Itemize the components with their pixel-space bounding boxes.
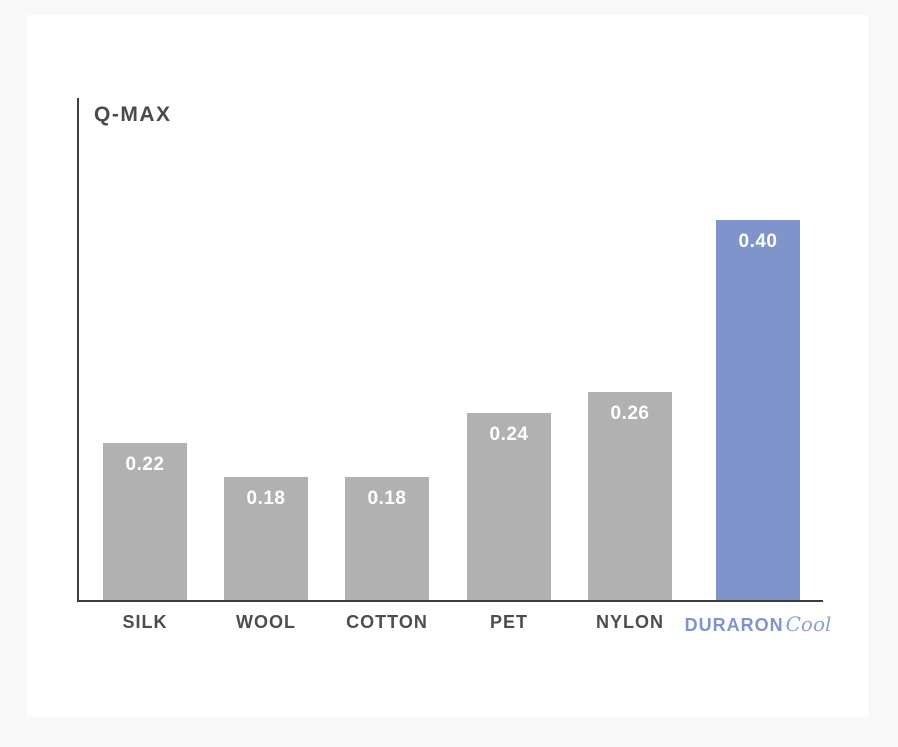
bar-value-wool: 0.18 <box>246 488 286 509</box>
bar-value-pet: 0.24 <box>489 424 529 445</box>
bar-value-duraron-cool: 0.40 <box>738 231 778 252</box>
bar-value-cotton: 0.18 <box>367 488 407 509</box>
category-label-cotton: COTTON <box>346 612 428 632</box>
bar-duraron-cool: 0.40 <box>716 220 800 600</box>
x-axis-line <box>77 600 823 602</box>
brand-suffix-text: Cool <box>785 612 832 636</box>
bar-wool: 0.18 <box>224 477 308 600</box>
bar-pet: 0.24 <box>467 413 551 600</box>
bar-value-silk: 0.22 <box>125 454 165 475</box>
category-label-pet: PET <box>489 612 528 632</box>
category-label-duraron-cool: DURARON Cool <box>678 612 838 636</box>
category-label-silk: SILK <box>122 612 168 632</box>
brand-name-text: DURARON <box>684 615 784 635</box>
category-label-wool: WOOL <box>236 612 296 632</box>
chart-title: Q-MAX <box>94 103 172 126</box>
chart-card: Q-MAX 0.22 0.18 0.18 0.24 0.26 0.40 SILK… <box>27 15 868 717</box>
category-label-nylon: NYLON <box>596 612 664 632</box>
bar-cotton: 0.18 <box>345 477 429 600</box>
bar-silk: 0.22 <box>103 443 187 600</box>
bar-nylon: 0.26 <box>588 392 672 600</box>
bar-value-nylon: 0.26 <box>610 403 650 424</box>
y-axis-line <box>77 98 79 602</box>
